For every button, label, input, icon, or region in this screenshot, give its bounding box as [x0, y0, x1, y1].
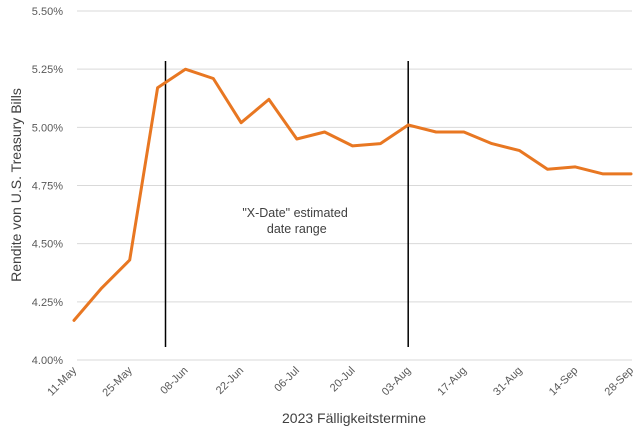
- series-layer: [72, 67, 633, 322]
- y-tick-label: 4.25%: [32, 297, 63, 309]
- x-tick-label: 11-May: [45, 364, 79, 398]
- x-tick-label: 22-Jun: [214, 365, 246, 397]
- y-tick-label: 4.75%: [32, 181, 63, 193]
- x-tick-label: 14-Sep: [547, 365, 581, 399]
- x-date-annotation: "X-Date" estimated date range: [242, 206, 351, 236]
- x-date-range-lines: [164, 61, 409, 347]
- x-tick-label: 25-May: [100, 364, 135, 399]
- x-tick-label: 17-Aug: [435, 365, 469, 399]
- y-tick-label: 5.50%: [32, 6, 63, 18]
- y-tick-label: 5.00%: [32, 122, 63, 134]
- y-tick-label: 4.50%: [32, 239, 63, 251]
- x-tick-label: 06-Jul: [272, 365, 302, 395]
- x-tick-label: 31-Aug: [491, 365, 525, 399]
- x-tick-label: 03-Aug: [380, 365, 414, 399]
- y-tick-label: 5.25%: [32, 64, 63, 76]
- grid-lines: [77, 10, 632, 361]
- x-tick-label: 28-Sep: [603, 365, 637, 399]
- x-axis-title: 2023 Fälligkeitstermine: [282, 410, 426, 426]
- y-axis-ticks: 4.00% 4.25% 4.50% 4.75% 5.00% 5.25% 5.50%: [32, 6, 63, 367]
- x-axis-ticks: 11-May 25-May 08-Jun 22-Jun 06-Jul 20-Jul 03-A…: [45, 364, 636, 399]
- y-axis-title: Rendite von U.S. Treasury Bills: [8, 88, 24, 282]
- y-tick-label: 4.00%: [32, 355, 63, 367]
- x-date-annotation-line-2: date range: [267, 222, 327, 236]
- x-tick-label: 20-Jul: [328, 365, 358, 395]
- x-tick-label: 08-Jun: [158, 365, 190, 397]
- x-date-annotation-line-1: "X-Date" estimated: [242, 206, 347, 220]
- yield-series-line: [72, 67, 633, 322]
